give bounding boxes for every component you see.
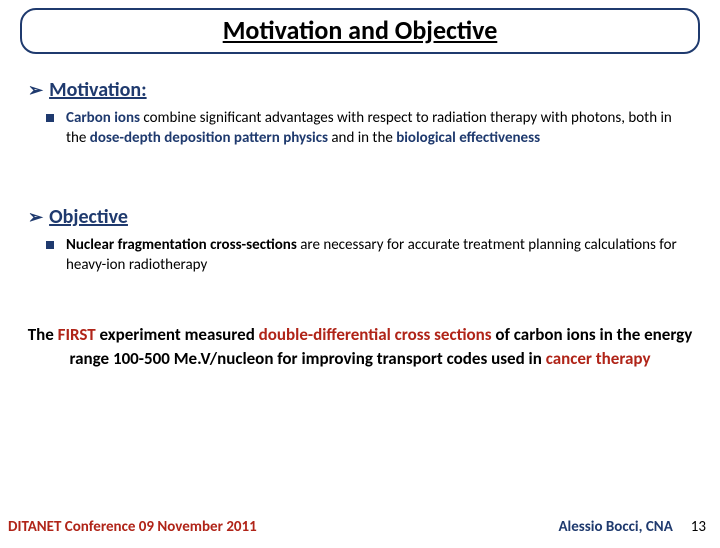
summary-first: FIRST xyxy=(58,324,96,345)
motivation-bullet: Carbon ions combine significant advantag… xyxy=(28,108,692,149)
motivation-hl1: dose-depth deposition pattern physics xyxy=(90,129,328,147)
motivation-hl2: biological effectiveness xyxy=(396,129,540,147)
summary-s4: double-differential cross sections xyxy=(259,324,492,345)
objective-heading: Objective xyxy=(49,205,128,229)
summary-text: The FIRST experiment measured double-dif… xyxy=(0,323,720,371)
summary-s5: of carbon ions xyxy=(492,324,596,345)
slide-title: Motivation and Objective xyxy=(223,14,498,46)
summary-s3: experiment measured xyxy=(96,324,259,345)
motivation-heading: Motivation: xyxy=(49,78,147,102)
page-number: 13 xyxy=(691,518,706,536)
title-box: Motivation and Objective xyxy=(20,8,700,54)
motivation-mid2: and in the xyxy=(328,129,396,147)
summary-s1: The xyxy=(28,324,58,345)
summary-s9: cancer therapy xyxy=(546,348,651,369)
footer-right: Alessio Bocci, CNA 13 xyxy=(558,518,706,536)
objective-heading-row: ➢ Objective xyxy=(28,205,692,229)
footer-author: Alessio Bocci, CNA xyxy=(558,518,672,536)
square-bullet-icon xyxy=(46,114,54,122)
square-bullet-icon xyxy=(46,241,54,249)
summary-s8: for improving transport codes used in xyxy=(273,348,545,369)
motivation-text: Carbon ions combine significant advantag… xyxy=(66,108,682,149)
motivation-section: ➢ Motivation: Carbon ions combine signif… xyxy=(0,78,720,149)
arrow-icon: ➢ xyxy=(28,208,43,226)
motivation-lead: Carbon ions xyxy=(66,109,140,127)
objective-bullet: Nuclear fragmentation cross-sections are… xyxy=(28,235,692,276)
motivation-heading-row: ➢ Motivation: xyxy=(28,78,692,102)
objective-section: ➢ Objective Nuclear fragmentation cross-… xyxy=(0,205,720,276)
footer: DITANET Conference 09 November 2011 Ales… xyxy=(0,518,720,536)
summary-s7: 100-500 Me.V/nucleon xyxy=(113,348,274,369)
objective-lead: Nuclear fragmentation cross-sections xyxy=(66,236,297,254)
objective-text: Nuclear fragmentation cross-sections are… xyxy=(66,235,682,276)
footer-conference: DITANET Conference 09 November 2011 xyxy=(8,518,257,536)
arrow-icon: ➢ xyxy=(28,81,43,99)
